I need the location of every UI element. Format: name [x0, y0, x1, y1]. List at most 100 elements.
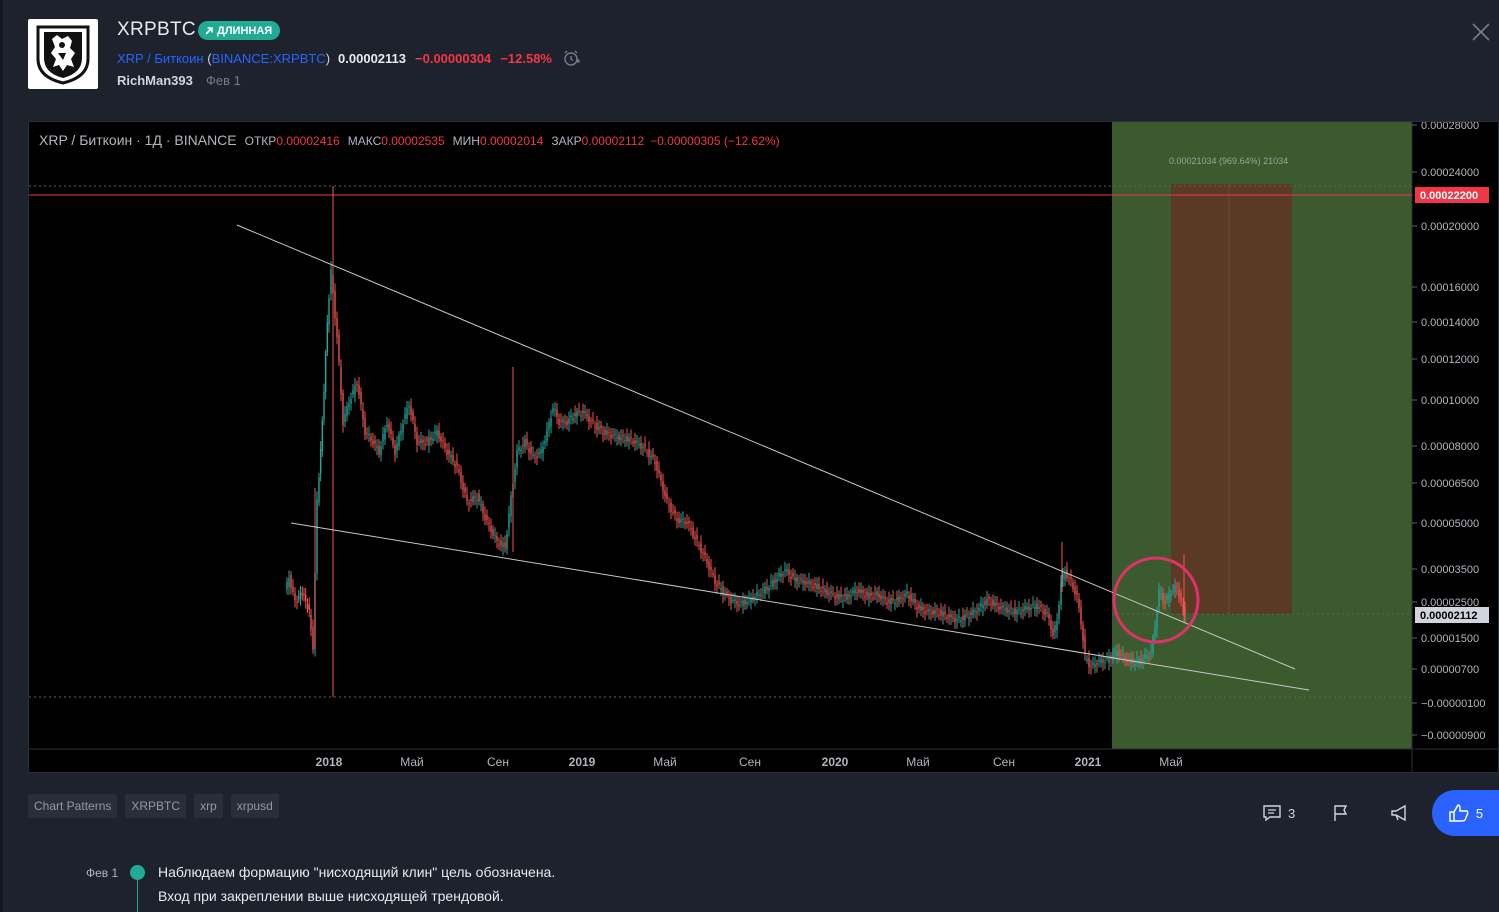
legend-low: 0.00002014: [479, 134, 544, 148]
candle-body: [788, 569, 790, 575]
candle-body: [1078, 598, 1080, 608]
candle-body: [992, 599, 994, 606]
candle-body: [846, 594, 848, 600]
candle-body: [698, 544, 700, 546]
author-name[interactable]: RichMan393: [117, 73, 193, 88]
candle-body: [1082, 624, 1084, 641]
candle-body: [626, 435, 628, 442]
candle-body: [370, 436, 372, 441]
candle-body: [870, 592, 872, 596]
alarm-clock-icon[interactable]: [562, 49, 580, 67]
current-price-box: [1415, 607, 1489, 623]
symbol-link[interactable]: XRP / Биткоин (BINANCE:XRPBTC): [117, 50, 331, 66]
candle-body: [1004, 608, 1006, 610]
chart-legend: XRP / Биткоин · 1Д · BINANCE ОТКР 0.00002…: [39, 132, 780, 148]
candle-body: [644, 444, 646, 447]
candle-body: [1042, 611, 1044, 613]
candle-body: [308, 604, 310, 610]
candle-body: [750, 598, 752, 603]
candle-body: [328, 298, 330, 325]
candle-body: [818, 584, 820, 590]
candle-body: [1068, 577, 1070, 579]
candle-body: [1148, 656, 1150, 658]
candle-body: [334, 290, 336, 319]
comments-button[interactable]: 3: [1262, 790, 1295, 836]
time-tick: 2018: [316, 755, 343, 769]
candle-body: [658, 469, 660, 474]
candle-body: [1014, 608, 1016, 615]
candle-body: [758, 594, 760, 596]
candle-body: [662, 481, 664, 492]
candle-body: [924, 611, 926, 614]
candle-body: [1022, 609, 1024, 612]
candle-body: [1098, 660, 1100, 662]
candle-body: [1180, 591, 1182, 602]
candle-body: [376, 446, 378, 448]
candle-body: [526, 439, 528, 445]
price-tick: 0.00024000: [1421, 167, 1479, 179]
legend-close-label: ЗАКР: [551, 134, 582, 148]
symbol-name: XRP / Биткоин: [117, 50, 204, 66]
candle-body: [552, 408, 554, 413]
candle-body: [876, 591, 878, 596]
candle-body: [534, 455, 536, 457]
candle-body: [840, 594, 842, 598]
candle-body: [478, 494, 480, 502]
author-avatar[interactable]: [28, 19, 98, 89]
candle-body: [396, 443, 398, 451]
candle-body: [804, 580, 806, 585]
candle-body: [960, 619, 962, 622]
candle-body: [660, 475, 662, 481]
candle-body: [616, 437, 618, 439]
candle-body: [802, 580, 804, 583]
candle-body: [288, 578, 290, 587]
candle-body: [812, 586, 814, 589]
candle-body: [970, 612, 972, 615]
arrow-up-right-icon: [205, 26, 213, 35]
report-button[interactable]: [1332, 790, 1350, 836]
candle-body: [324, 352, 327, 392]
tag-1[interactable]: XRPBTC: [125, 794, 187, 818]
current-price-label: 0.00002112: [1420, 610, 1478, 622]
candle-body: [500, 540, 502, 546]
candle-body: [872, 597, 874, 599]
candle-body: [488, 522, 490, 524]
candle-body: [520, 449, 522, 452]
candle-body: [350, 399, 352, 405]
price-tick: 0.00016000: [1421, 282, 1479, 294]
share-button[interactable]: [1390, 790, 1410, 836]
price-chart[interactable]: 0.00021034 (969.64%) 21034 0.00028000 0.0…: [28, 121, 1499, 773]
price-tick: 0.00002500: [1421, 597, 1479, 609]
time-tick: Сен: [993, 755, 1015, 769]
candle-body: [486, 515, 488, 521]
tag-0[interactable]: Chart Patterns: [28, 794, 118, 818]
candle-body: [958, 616, 960, 618]
candle-body: [430, 437, 432, 440]
candle-body: [558, 418, 560, 425]
candle-body: [384, 428, 386, 440]
price-tick: 0.00001500: [1421, 633, 1479, 645]
candle-body: [604, 429, 606, 435]
candle-body: [820, 590, 822, 592]
candle-body: [680, 519, 682, 523]
candle-body: [948, 614, 950, 618]
close-icon[interactable]: [1471, 22, 1491, 42]
price-tick: 0.00014000: [1421, 317, 1479, 329]
candle-body: [1044, 608, 1046, 615]
tag-3[interactable]: xrpusd: [230, 794, 279, 818]
candle-body: [550, 417, 552, 427]
tag-2[interactable]: xrp: [194, 794, 223, 818]
candle-body: [420, 439, 422, 444]
candle-body: [398, 434, 400, 447]
left-edge: [0, 0, 3, 912]
candle-body: [1174, 585, 1176, 592]
candle-body: [718, 581, 720, 585]
candle-body: [932, 610, 934, 615]
candle-body: [1030, 607, 1032, 610]
like-button[interactable]: 5: [1432, 790, 1499, 836]
candle-body: [712, 573, 714, 575]
candle-body: [664, 490, 666, 497]
candle-body: [1046, 612, 1048, 614]
candle-body: [878, 593, 880, 598]
candle-body: [1036, 603, 1038, 609]
